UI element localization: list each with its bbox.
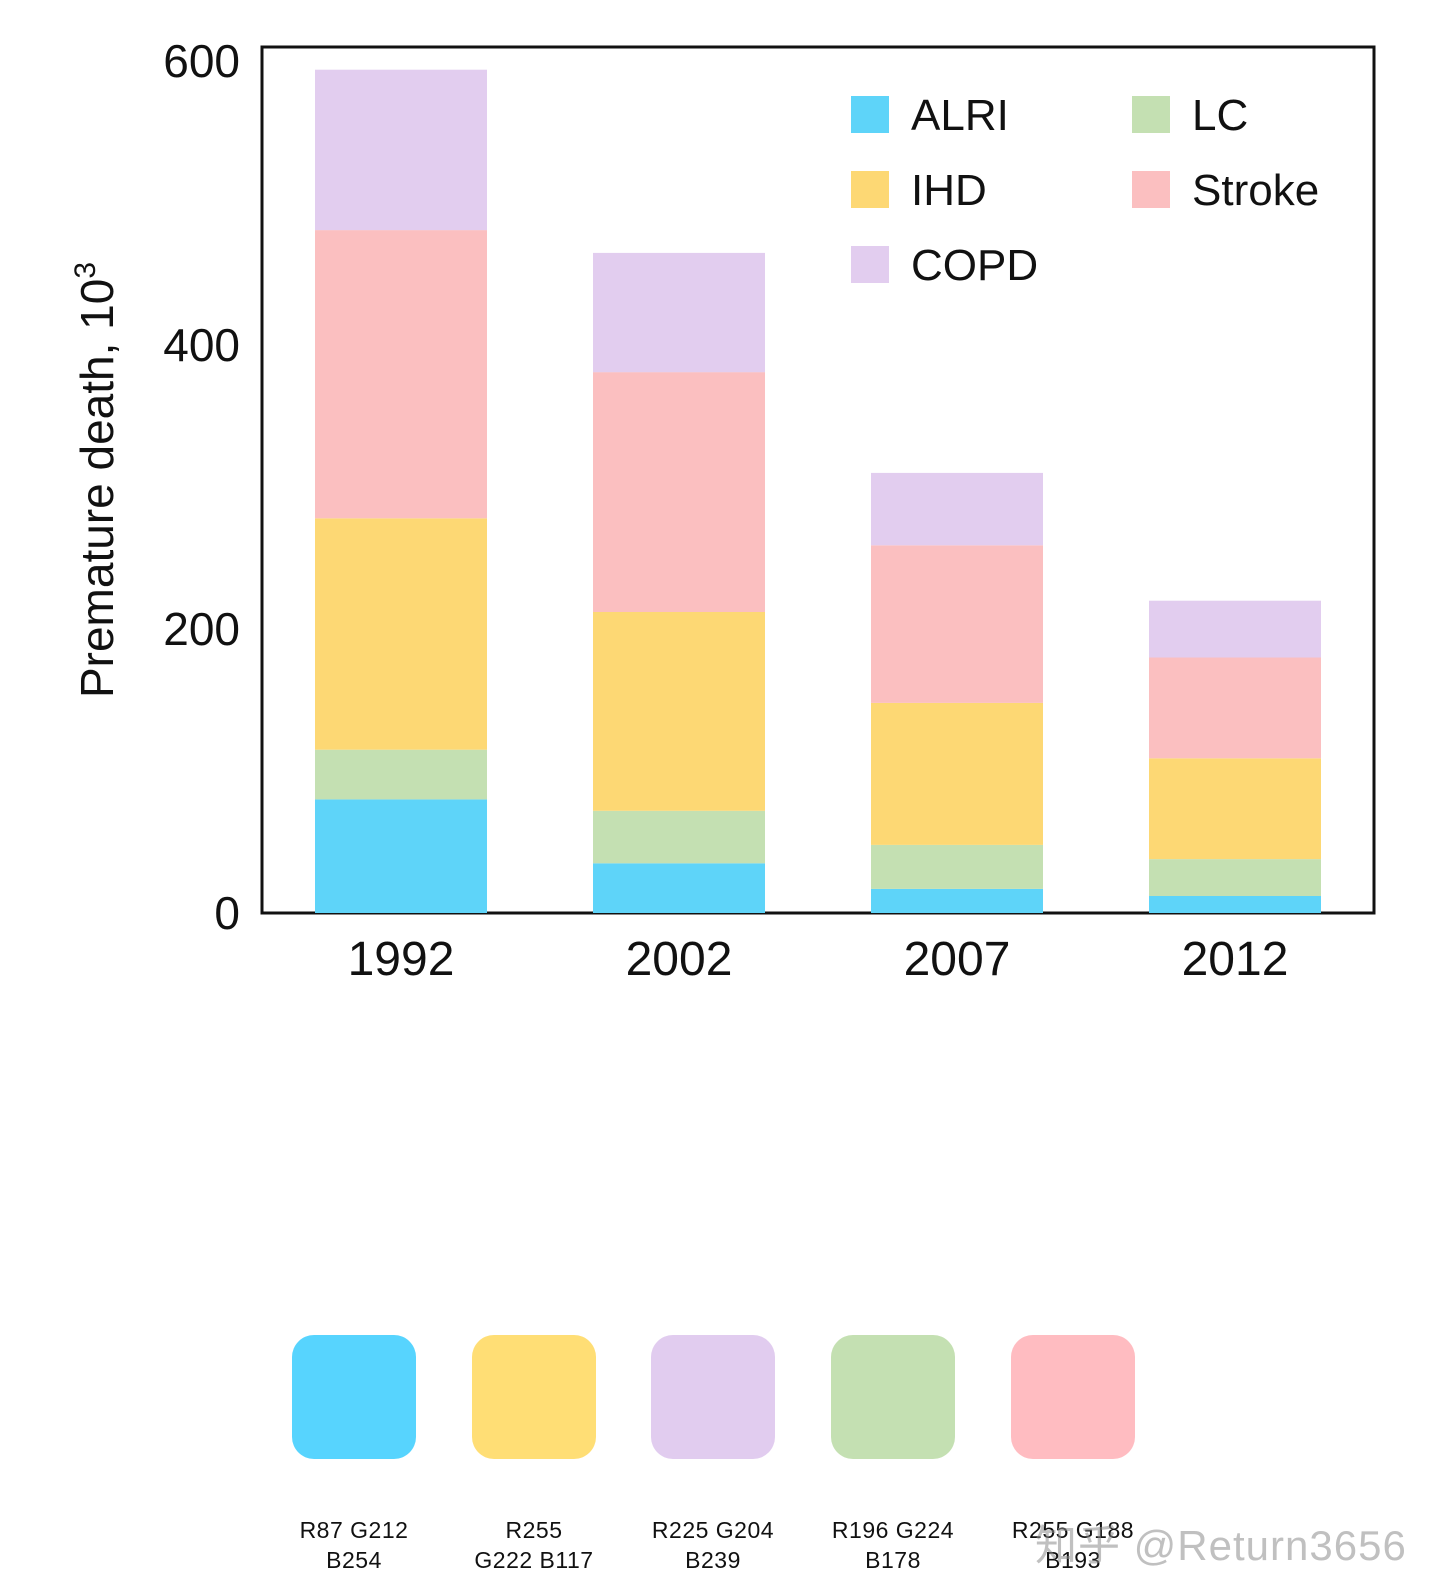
legend: ALRI LC IHD Stroke COPD [851,91,1319,290]
swatch-label: R225 G204 B239 [651,1517,775,1573]
swatch-stroke: R255 G188 B193 [978,1335,1168,1575]
legend-label-lc: LC [1192,91,1248,140]
bar-segment-alri-1992 [315,799,487,913]
legend-swatch-stroke [1132,171,1170,208]
chart-canvas: 0 200 400 600 1992 2002 2007 2012 ALRI LC IHD Str… [69,35,1376,986]
bar-segment-copd-2012 [1149,600,1321,658]
bar-segment-alri-2012 [1149,896,1321,913]
swatch-chip [472,1335,596,1459]
bar-segment-stroke-2002 [593,372,765,612]
x-tick-label: 2007 [904,933,1011,986]
y-tick-label: 400 [163,319,240,371]
watermark: 知乎 @Return3656 [1035,1522,1407,1569]
bar-segment-lc-2002 [593,810,765,864]
swatch-alri: R87 G212 B254 [259,1335,449,1575]
legend-label-alri: ALRI [911,91,1009,140]
x-tick-label: 1992 [348,933,455,986]
legend-swatch-ihd [851,171,889,208]
bars-layer [315,69,1321,913]
bar-segment-ihd-1992 [315,518,487,750]
swatch-label: R255 G222 B117 [474,1517,594,1573]
color-swatch-row: R87 G212 B254 R255 G222 B117 R225 G204 B… [0,1335,1440,1585]
x-axis-ticks: 1992 2002 2007 2012 [348,933,1289,986]
bar-segment-ihd-2007 [871,702,1043,845]
swatch-label: R87 G212 B254 [299,1517,409,1573]
bar-segment-stroke-2007 [871,545,1043,703]
legend-label-ihd: IHD [911,166,987,215]
legend-label-copd: COPD [911,241,1038,290]
y-tick-label: 200 [163,603,240,655]
bar-segment-lc-2012 [1149,859,1321,896]
legend-label-stroke: Stroke [1192,166,1319,215]
bar-segment-copd-2002 [593,252,765,373]
bar-segment-stroke-1992 [315,230,487,519]
bar-segment-ihd-2012 [1149,758,1321,860]
bar-segment-alri-2002 [593,863,765,913]
bar-segment-lc-1992 [315,749,487,800]
legend-swatch-copd [851,246,889,283]
stacked-bar-chart: 0 200 400 600 1992 2002 2007 2012 ALRI LC IHD Str… [69,35,1376,986]
y-axis-ticks: 0 200 400 600 [163,35,240,939]
swatch-copd: R225 G204 B239 [618,1335,808,1575]
swatch-label: R196 G224 B178 [831,1517,955,1573]
bar-segment-copd-2007 [871,472,1043,546]
x-tick-label: 2002 [626,933,733,986]
swatch-ihd: R255 G222 B117 [439,1335,629,1575]
swatch-lc: R196 G224 B178 [798,1335,988,1575]
y-axis-label: Premature death, 103 [69,262,123,698]
swatch-label: R255 G188 B193 [1011,1517,1135,1573]
x-tick-label: 2012 [1182,933,1289,986]
swatch-chip [831,1335,955,1459]
plot-frame [260,45,1376,915]
swatch-chip [292,1335,416,1459]
y-tick-label: 0 [214,887,240,939]
bar-segment-lc-2007 [871,844,1043,889]
legend-swatch-lc [1132,96,1170,133]
bar-segment-stroke-2012 [1149,657,1321,759]
swatch-chip [1011,1335,1135,1459]
y-tick-label: 600 [163,35,240,87]
legend-swatch-alri [851,96,889,133]
bar-segment-alri-2007 [871,888,1043,913]
bar-segment-ihd-2002 [593,612,765,811]
swatch-chip [651,1335,775,1459]
bar-segment-copd-1992 [315,69,487,231]
